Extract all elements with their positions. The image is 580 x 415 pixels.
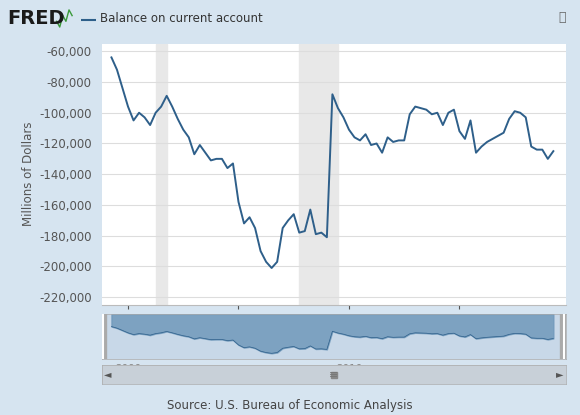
Bar xyxy=(299,44,338,305)
Bar xyxy=(155,44,166,305)
Y-axis label: Millions of Dollars: Millions of Dollars xyxy=(22,122,35,227)
Text: Source: U.S. Bureau of Economic Analysis: Source: U.S. Bureau of Economic Analysis xyxy=(167,399,413,412)
Text: ≡: ≡ xyxy=(329,369,338,380)
Text: ◄: ◄ xyxy=(104,369,111,380)
Text: ⤢: ⤢ xyxy=(558,11,566,24)
Text: ►: ► xyxy=(556,369,563,380)
Text: Balance on current account: Balance on current account xyxy=(100,12,263,25)
Text: FRED: FRED xyxy=(7,9,64,28)
